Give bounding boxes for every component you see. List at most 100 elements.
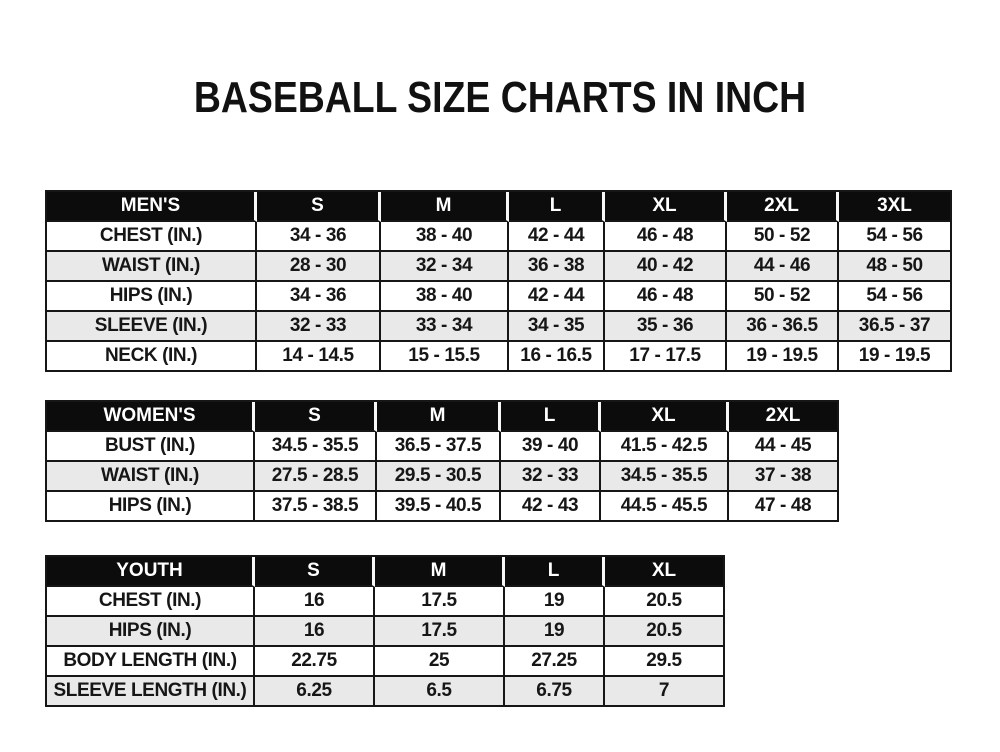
size-value-cell: 29.5 (605, 647, 725, 677)
size-value-cell: 41.5 - 42.5 (601, 432, 729, 462)
size-value-cell: 15 - 15.5 (381, 342, 509, 372)
column-header: S (255, 402, 377, 432)
size-value-cell: 44.5 - 45.5 (601, 492, 729, 522)
size-value-cell: 17 - 17.5 (605, 342, 727, 372)
youth-header-row: YOUTH S M L XL (47, 557, 725, 587)
row-label: HIPS (IN.) (47, 492, 255, 522)
size-value-cell: 28 - 30 (257, 252, 381, 282)
column-header: M (381, 192, 509, 222)
row-label: BODY LENGTH (IN.) (47, 647, 255, 677)
size-value-cell: 29.5 - 30.5 (377, 462, 501, 492)
table-row: SLEEVE LENGTH (IN.) 6.25 6.5 6.75 7 (47, 677, 725, 707)
row-label: SLEEVE LENGTH (IN.) (47, 677, 255, 707)
table-row: BODY LENGTH (IN.) 22.75 25 27.25 29.5 (47, 647, 725, 677)
column-header: XL (605, 192, 727, 222)
size-value-cell: 36.5 - 37.5 (377, 432, 501, 462)
table-row: CHEST (IN.) 34 - 36 38 - 40 42 - 44 46 -… (47, 222, 952, 252)
column-header: XL (605, 557, 725, 587)
size-value-cell: 39.5 - 40.5 (377, 492, 501, 522)
womens-size-table: WOMEN'S S M L XL 2XL BUST (IN.) 34.5 - 3… (45, 400, 839, 522)
size-value-cell: 54 - 56 (839, 282, 952, 312)
table-row: HIPS (IN.) 37.5 - 38.5 39.5 - 40.5 42 - … (47, 492, 839, 522)
size-value-cell: 32 - 34 (381, 252, 509, 282)
size-value-cell: 14 - 14.5 (257, 342, 381, 372)
size-value-cell: 17.5 (375, 587, 505, 617)
table-title-cell: YOUTH (47, 557, 255, 587)
row-label: CHEST (IN.) (47, 587, 255, 617)
column-header: L (509, 192, 605, 222)
size-value-cell: 46 - 48 (605, 222, 727, 252)
size-value-cell: 16 (255, 617, 375, 647)
table-title-cell: MEN'S (47, 192, 257, 222)
column-header: S (257, 192, 381, 222)
womens-header-row: WOMEN'S S M L XL 2XL (47, 402, 839, 432)
size-value-cell: 46 - 48 (605, 282, 727, 312)
size-value-cell: 38 - 40 (381, 282, 509, 312)
column-header: L (505, 557, 605, 587)
row-label: CHEST (IN.) (47, 222, 257, 252)
table-row: WAIST (IN.) 28 - 30 32 - 34 36 - 38 40 -… (47, 252, 952, 282)
size-value-cell: 19 - 19.5 (727, 342, 839, 372)
size-value-cell: 48 - 50 (839, 252, 952, 282)
page-title: BASEBALL SIZE CHARTS IN INCH (193, 73, 807, 122)
table-row: HIPS (IN.) 34 - 36 38 - 40 42 - 44 46 - … (47, 282, 952, 312)
size-value-cell: 42 - 44 (509, 282, 605, 312)
table-row: SLEEVE (IN.) 32 - 33 33 - 34 34 - 35 35 … (47, 312, 952, 342)
size-value-cell: 50 - 52 (727, 282, 839, 312)
size-value-cell: 37 - 38 (729, 462, 839, 492)
size-value-cell: 38 - 40 (381, 222, 509, 252)
size-value-cell: 32 - 33 (501, 462, 601, 492)
size-value-cell: 25 (375, 647, 505, 677)
column-header: L (501, 402, 601, 432)
row-label: HIPS (IN.) (47, 617, 255, 647)
row-label: NECK (IN.) (47, 342, 257, 372)
size-value-cell: 19 - 19.5 (839, 342, 952, 372)
size-value-cell: 42 - 43 (501, 492, 601, 522)
mens-header-row: MEN'S S M L XL 2XL 3XL (47, 192, 952, 222)
size-value-cell: 6.75 (505, 677, 605, 707)
size-value-cell: 34 - 35 (509, 312, 605, 342)
size-value-cell: 27.25 (505, 647, 605, 677)
size-value-cell: 22.75 (255, 647, 375, 677)
table-row: NECK (IN.) 14 - 14.5 15 - 15.5 16 - 16.5… (47, 342, 952, 372)
table-title-cell: WOMEN'S (47, 402, 255, 432)
size-value-cell: 54 - 56 (839, 222, 952, 252)
size-value-cell: 34 - 36 (257, 282, 381, 312)
size-value-cell: 6.5 (375, 677, 505, 707)
column-header: 2XL (727, 192, 839, 222)
size-value-cell: 32 - 33 (257, 312, 381, 342)
mens-size-table: MEN'S S M L XL 2XL 3XL CHEST (IN.) 34 - … (45, 190, 952, 372)
row-label: WAIST (IN.) (47, 462, 255, 492)
table-row: CHEST (IN.) 16 17.5 19 20.5 (47, 587, 725, 617)
size-value-cell: 34.5 - 35.5 (255, 432, 377, 462)
table-row: WAIST (IN.) 27.5 - 28.5 29.5 - 30.5 32 -… (47, 462, 839, 492)
size-value-cell: 6.25 (255, 677, 375, 707)
size-value-cell: 34.5 - 35.5 (601, 462, 729, 492)
size-value-cell: 36 - 38 (509, 252, 605, 282)
row-label: WAIST (IN.) (47, 252, 257, 282)
size-value-cell: 19 (505, 587, 605, 617)
size-value-cell: 35 - 36 (605, 312, 727, 342)
size-value-cell: 17.5 (375, 617, 505, 647)
size-value-cell: 33 - 34 (381, 312, 509, 342)
column-header: XL (601, 402, 729, 432)
column-header: M (377, 402, 501, 432)
size-value-cell: 44 - 45 (729, 432, 839, 462)
table-row: BUST (IN.) 34.5 - 35.5 36.5 - 37.5 39 - … (47, 432, 839, 462)
column-header: 2XL (729, 402, 839, 432)
row-label: BUST (IN.) (47, 432, 255, 462)
size-value-cell: 36.5 - 37 (839, 312, 952, 342)
size-value-cell: 36 - 36.5 (727, 312, 839, 342)
size-value-cell: 47 - 48 (729, 492, 839, 522)
row-label: HIPS (IN.) (47, 282, 257, 312)
column-header: 3XL (839, 192, 952, 222)
size-value-cell: 19 (505, 617, 605, 647)
size-value-cell: 20.5 (605, 617, 725, 647)
size-value-cell: 34 - 36 (257, 222, 381, 252)
size-value-cell: 27.5 - 28.5 (255, 462, 377, 492)
column-header: M (375, 557, 505, 587)
column-header: S (255, 557, 375, 587)
size-value-cell: 16 (255, 587, 375, 617)
size-value-cell: 50 - 52 (727, 222, 839, 252)
size-value-cell: 42 - 44 (509, 222, 605, 252)
